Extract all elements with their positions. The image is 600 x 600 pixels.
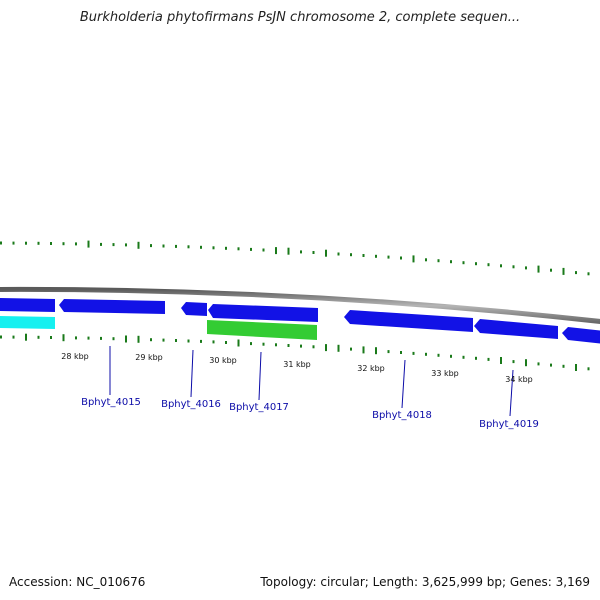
gene-track: [0, 298, 600, 344]
gene-feature[interactable]: [344, 310, 473, 332]
gene-label[interactable]: Bphyt_4018: [372, 410, 432, 421]
scale-label: 33 kbp: [431, 369, 459, 378]
scale-label: 29 kbp: [135, 353, 163, 362]
gene-feature[interactable]: [181, 302, 207, 316]
chromosome-backbone: [0, 286, 600, 324]
gene-feature[interactable]: [0, 316, 55, 329]
gene-feature[interactable]: [208, 304, 318, 322]
scale-label: 28 kbp: [61, 352, 89, 361]
gene-feature[interactable]: [474, 319, 558, 339]
accession-text: Accession: NC_010676: [9, 575, 146, 589]
map-title: Burkholderia phytofirmans PsJN chromosom…: [79, 10, 521, 25]
scale-label: 34 kbp: [505, 375, 533, 384]
gene-feature[interactable]: [59, 299, 165, 314]
scale-label: 30 kbp: [209, 356, 237, 365]
scale-labels: 28 kbp 29 kbp 30 kbp 31 kbp 32 kbp 33 kb…: [61, 352, 533, 384]
gene-label[interactable]: Bphyt_4016: [161, 399, 221, 410]
gene-labels: Bphyt_4015 Bphyt_4016 Bphyt_4017 Bphyt_4…: [81, 397, 539, 430]
gene-label[interactable]: Bphyt_4019: [479, 419, 539, 430]
gene-label[interactable]: Bphyt_4017: [229, 402, 289, 413]
gc-content-ticks-inner: [0, 333, 590, 371]
gc-content-ticks-outer: [0, 240, 590, 276]
genome-summary-text: Topology: circular; Length: 3,625,999 bp…: [260, 575, 590, 589]
gene-label[interactable]: Bphyt_4015: [81, 397, 141, 408]
scale-label: 32 kbp: [357, 364, 385, 373]
gene-feature[interactable]: [562, 327, 600, 344]
scale-label: 31 kbp: [283, 360, 311, 369]
gene-feature[interactable]: [207, 320, 317, 340]
gene-feature[interactable]: [0, 298, 55, 312]
gene-label-leaders: [109, 346, 514, 417]
